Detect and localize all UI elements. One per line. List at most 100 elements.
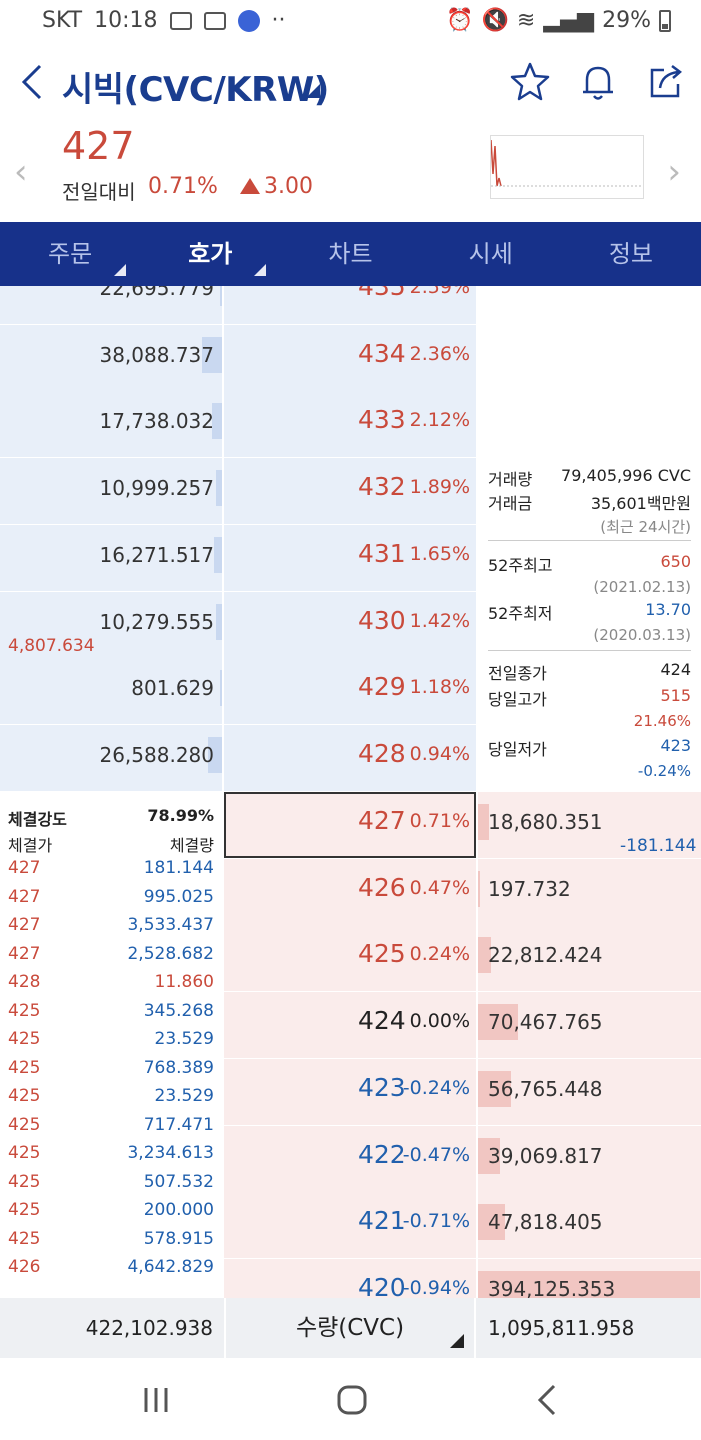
bid-pct: 0.47% [409,876,470,899]
bid-price-cell[interactable] [224,1058,476,1125]
chevron-down-icon[interactable] [306,84,320,98]
ask-price: 429 [358,672,406,702]
bid-price: 422 [358,1139,406,1169]
divider [488,540,691,541]
bid-qty-bar [478,1004,518,1041]
bid-price-cell[interactable] [224,925,476,992]
ask-price-cell[interactable]: 433 2.12% [224,391,476,458]
ask-row[interactable]: 16,271.517 431 1.65% [0,524,701,591]
bid-qty: 47,818.405 [488,1210,603,1235]
bid-price: 426 [358,872,406,902]
ask-price-cell[interactable]: 431 1.65% [224,524,476,591]
ask-row[interactable]: 801.629 429 1.18% [0,658,701,725]
star-icon[interactable] [508,60,552,104]
ask-qty-cell: 38,088.737 [0,324,222,391]
trade-row: 428 11.860 [8,972,214,1000]
bid-price-cell[interactable] [224,858,476,925]
strength-value: 78.99% [147,806,214,825]
gallery-notification-icon [169,11,192,30]
next-coin-icon[interactable]: › [667,152,681,192]
tab-market[interactable]: 시세 [468,240,513,268]
ask-row[interactable]: 26,588.280 428 0.94% [0,724,701,791]
ask-price-cell[interactable]: 428 0.94% [224,724,476,791]
trade-price: 427 [8,858,41,878]
ask-row[interactable]: 22,695.779 435 2.59% [0,286,701,324]
app-notification-icon [203,11,226,30]
strength-label: 체결강도 [8,810,67,829]
back-icon[interactable] [18,62,54,102]
bell-icon[interactable] [576,60,620,104]
back-nav-icon[interactable] [526,1378,570,1422]
prev-coin-icon[interactable]: ‹ [14,152,28,192]
bid-price: 424 [358,1006,406,1036]
ask-price: 434 [358,338,406,368]
trade-row: 425 23.529 [8,1029,214,1057]
unit-selector[interactable]: 수량(CVC) [224,1298,476,1358]
order-book[interactable]: 22,695.779 435 2.59% 38,088.737 434 2.36% 17,7… [0,286,701,1298]
ask-price: 428 [358,738,406,768]
bid-qty: 22,812.424 [488,943,603,968]
home-icon[interactable] [330,1378,374,1422]
prev-close-row: 전일종가 424 [488,660,691,683]
alarm-icon: ⏰ [446,8,474,33]
app-badge-icon [237,9,260,32]
ask-price-cell[interactable]: 435 2.59% [224,286,476,324]
ask-price: 433 [358,405,406,435]
tab-chart[interactable]: 차트 [328,240,373,268]
trade-qty: 11.860 [154,972,214,992]
bid-row[interactable]: 420 -0.94% 394,125.353 [0,1258,701,1298]
ask-qty-bar [212,403,222,440]
current-price: 427 [62,124,135,168]
bid-row[interactable]: 426 0.47% 197.732 [0,858,701,925]
tab-order[interactable]: 주문 [0,222,140,286]
ask-row[interactable]: 10,279.555 430 1.42% [0,591,701,658]
ask-price-cell[interactable]: 429 1.18% [224,658,476,725]
bid-qty-cell: 18,680.351 [478,792,701,858]
trade-price: 428 [8,972,41,992]
tab-info[interactable]: 정보 [608,240,653,268]
bid-price-cell[interactable] [224,1125,476,1192]
recent-apps-icon[interactable] [134,1378,178,1422]
ask-qty: 801.629 [131,676,214,701]
bid-row[interactable]: 427 0.71% 18,680.351 [0,792,701,858]
ask-row[interactable]: 10,999.257 432 1.89% [0,458,701,525]
trade-price: 425 [8,1143,41,1163]
ask-row[interactable]: 38,088.737 434 2.36% [0,324,701,391]
ask-price: 432 [358,472,406,502]
tab-orderbook[interactable]: 호가 [140,222,280,286]
page-title[interactable]: 시빅(CVC/KRW) [62,70,329,110]
ask-price-cell[interactable]: 434 2.36% [224,324,476,391]
mini-price-chart[interactable] [490,135,644,199]
ask-qty: 26,588.280 [99,742,214,767]
bid-row[interactable]: 423 -0.24% 56,765.448 [0,1058,701,1125]
current-price-box[interactable] [224,792,476,858]
bid-qty-bar [478,804,490,840]
battery-icon [659,9,671,32]
share-icon[interactable] [644,60,688,104]
ask-qty-cell: 10,999.257 [0,458,222,525]
ask-price-cell[interactable]: 432 1.89% [224,458,476,525]
bid-price-cell[interactable] [224,1258,476,1298]
bid-row[interactable]: 422 -0.47% 39,069.817 [0,1125,701,1192]
trade-price: 425 [8,1000,41,1021]
bid-row[interactable]: 421 -0.71% 47,818.405 [0,1192,701,1259]
carrier: SKT [42,8,83,33]
bid-row[interactable]: 424 0.00% 70,467.765 [0,992,701,1059]
ask-row[interactable]: 17,738.032 433 2.12% [0,391,701,458]
trade-qty: 995.025 [143,886,214,907]
ask-price-cell[interactable]: 430 1.42% [224,591,476,658]
title-bar: 시빅(CVC/KRW) [0,48,701,118]
trade-row: 427 181.144 [8,858,214,886]
trade-qty: 181.144 [143,858,214,878]
change-percent: 0.71% [148,174,218,199]
bid-price-cell[interactable] [224,992,476,1059]
ask-qty-cell: 17,738.032 [0,391,222,458]
up-arrow-icon [240,178,260,194]
low52-row: 52주최저 13.70 [488,600,691,623]
ask-qty: 22,695.779 [99,286,214,300]
bid-price-cell[interactable] [224,1192,476,1259]
totals-footer: 422,102.938 수량(CVC) 1,095,811.958 [0,1298,701,1358]
status-bar: SKT 10:18 ·· ⏰ 🔇 ≋ ▂▄▆ 29% [0,0,701,44]
bid-qty-cell: 70,467.765 [478,992,701,1059]
bid-row[interactable]: 425 0.24% 22,812.424 [0,925,701,992]
